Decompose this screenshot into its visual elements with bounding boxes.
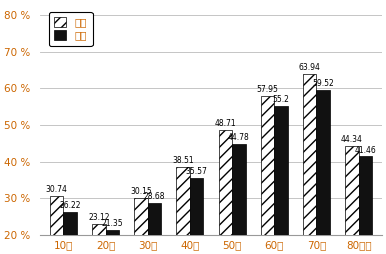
Bar — [317, 90, 330, 235]
Text: 59.52: 59.52 — [312, 79, 334, 88]
Text: 41.46: 41.46 — [354, 146, 376, 154]
Text: 38.51: 38.51 — [172, 156, 194, 165]
Text: 23.12: 23.12 — [88, 213, 110, 222]
Text: 63.94: 63.94 — [299, 63, 321, 72]
Text: 28.68: 28.68 — [144, 192, 165, 201]
Bar — [232, 144, 245, 235]
Text: 57.95: 57.95 — [257, 85, 278, 94]
Text: 30.74: 30.74 — [46, 185, 68, 194]
Text: 26.22: 26.22 — [59, 201, 81, 210]
Bar — [274, 106, 288, 235]
Bar — [50, 196, 63, 235]
Bar — [190, 178, 203, 235]
Text: 30.15: 30.15 — [130, 187, 152, 196]
Bar — [63, 212, 77, 235]
Legend: 前回, 今回: 前回, 今回 — [49, 12, 93, 46]
Bar — [148, 203, 161, 235]
Bar — [218, 130, 232, 235]
Text: 44.34: 44.34 — [341, 135, 363, 144]
Bar — [261, 96, 274, 235]
Bar — [359, 156, 372, 235]
Bar — [176, 167, 190, 235]
Text: 48.71: 48.71 — [215, 119, 236, 128]
Text: 21.35: 21.35 — [102, 219, 123, 228]
Text: 55.2: 55.2 — [273, 95, 290, 104]
Text: 44.78: 44.78 — [228, 133, 250, 142]
Bar — [105, 230, 119, 235]
Bar — [345, 146, 359, 235]
Text: 35.57: 35.57 — [186, 167, 208, 176]
Bar — [92, 224, 105, 235]
Bar — [134, 198, 148, 235]
Bar — [303, 74, 317, 235]
